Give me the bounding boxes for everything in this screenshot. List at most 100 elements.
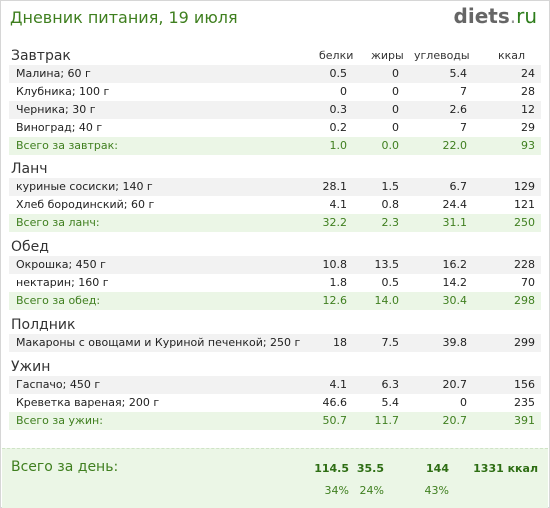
carbs-value: 2.6 bbox=[449, 103, 468, 116]
fat-value: 0 bbox=[392, 103, 399, 116]
protein-value: 32.2 bbox=[322, 216, 348, 229]
kcal-value: 391 bbox=[514, 414, 535, 427]
food-name: Гаспачо; 450 г bbox=[16, 378, 101, 391]
fat-value: 0.8 bbox=[381, 198, 400, 211]
food-row[interactable]: Макароны с овощами и Куриной печенкой; 2… bbox=[9, 334, 541, 352]
food-row[interactable]: Виноград; 40 г 0.2 0 7 29 bbox=[9, 119, 541, 137]
col-header-carbs: углеводы bbox=[414, 49, 470, 62]
protein-value: 50.7 bbox=[322, 414, 348, 427]
kcal-value: 129 bbox=[514, 180, 535, 193]
carbs-value: 30.4 bbox=[442, 294, 468, 307]
fat-value: 6.3 bbox=[381, 378, 400, 391]
fat-value: 0.5 bbox=[381, 276, 400, 289]
logo-tld: ru bbox=[516, 4, 537, 28]
food-row[interactable]: Клубника; 100 г 0 0 7 28 bbox=[9, 83, 541, 101]
carbs-value: 22.0 bbox=[442, 139, 468, 152]
protein-value: 1.0 bbox=[329, 139, 348, 152]
food-row[interactable]: Окрошка; 450 г 10.8 13.5 16.2 228 bbox=[9, 256, 541, 274]
protein-value: 0.2 bbox=[329, 121, 348, 134]
protein-value: 12.6 bbox=[322, 294, 348, 307]
food-name: Виноград; 40 г bbox=[16, 121, 103, 134]
kcal-value: 228 bbox=[514, 258, 535, 271]
kcal-value: 298 bbox=[514, 294, 535, 307]
total-label: Всего за ланч: bbox=[16, 216, 100, 229]
day-total-label: Всего за день: bbox=[11, 459, 119, 475]
kcal-value: 24 bbox=[521, 67, 535, 80]
food-row[interactable]: Хлеб бородинский; 60 г 4.1 0.8 24.4 121 bbox=[9, 196, 541, 214]
total-label: Всего за ужин: bbox=[16, 414, 103, 427]
carbs-value: 14.2 bbox=[442, 276, 468, 289]
fat-value: 1.5 bbox=[381, 180, 400, 193]
food-name: нектарин; 160 г bbox=[16, 276, 109, 289]
section-title: Полдник bbox=[11, 317, 76, 333]
site-logo[interactable]: diets.ru bbox=[454, 4, 537, 28]
carbs-value: 20.7 bbox=[442, 414, 468, 427]
food-row[interactable]: куриные сосиски; 140 г 28.1 1.5 6.7 129 bbox=[9, 178, 541, 196]
fat-value: 0 bbox=[392, 85, 399, 98]
kcal-value: 299 bbox=[514, 336, 535, 349]
food-name: Окрошка; 450 г bbox=[16, 258, 106, 271]
carbs-value: 20.7 bbox=[442, 378, 468, 391]
food-row[interactable]: нектарин; 160 г 1.8 0.5 14.2 70 bbox=[9, 274, 541, 292]
kcal-value: 156 bbox=[514, 378, 535, 391]
total-label: Всего за обед: bbox=[16, 294, 101, 307]
meal-total-row: Всего за ланч: 32.2 2.3 31.1 250 bbox=[9, 214, 541, 232]
carbs-value: 5.4 bbox=[449, 67, 468, 80]
total-label: Всего за завтрак: bbox=[16, 139, 119, 152]
meal-total-row: Всего за обед: 12.6 14.0 30.4 298 bbox=[9, 292, 541, 310]
logo-main: diets bbox=[453, 4, 510, 28]
food-row[interactable]: Черника; 30 г 0.3 0 2.6 12 bbox=[9, 101, 541, 119]
protein-value: 0 bbox=[340, 85, 347, 98]
protein-value: 46.6 bbox=[322, 396, 348, 409]
food-name: Креветка вареная; 200 г bbox=[16, 396, 160, 409]
carbs-value: 7 bbox=[460, 85, 467, 98]
header: Дневник питания, 19 июля diets.ru bbox=[1, 1, 549, 35]
fat-value: 14.0 bbox=[374, 294, 400, 307]
day-total-protein: 114.5 bbox=[314, 462, 349, 475]
day-pct-protein: 34% bbox=[324, 484, 349, 497]
fat-value: 5.4 bbox=[381, 396, 400, 409]
day-total-fat: 35.5 bbox=[356, 462, 384, 475]
food-name: Хлеб бородинский; 60 г bbox=[16, 198, 155, 211]
food-name: Черника; 30 г bbox=[16, 103, 96, 116]
food-name: Макароны с овощами и Куриной печенкой; 2… bbox=[16, 336, 301, 349]
food-row[interactable]: Малина; 60 г 0.5 0 5.4 24 bbox=[9, 65, 541, 83]
fat-value: 2.3 bbox=[381, 216, 400, 229]
food-row[interactable]: Креветка вареная; 200 г 46.6 5.4 0 235 bbox=[9, 394, 541, 412]
kcal-value: 250 bbox=[514, 216, 535, 229]
protein-value: 18 bbox=[333, 336, 347, 349]
carbs-value: 0 bbox=[460, 396, 467, 409]
protein-value: 10.8 bbox=[322, 258, 348, 271]
fat-value: 0.0 bbox=[381, 139, 400, 152]
protein-value: 0.3 bbox=[329, 103, 348, 116]
protein-value: 4.1 bbox=[329, 198, 348, 211]
carbs-value: 16.2 bbox=[442, 258, 468, 271]
kcal-value: 235 bbox=[514, 396, 535, 409]
day-total: Всего за день: 114.5 35.5 144 1331 ккал … bbox=[2, 448, 548, 508]
fat-value: 0 bbox=[392, 121, 399, 134]
food-name: куриные сосиски; 140 г bbox=[16, 180, 153, 193]
carbs-value: 7 bbox=[460, 121, 467, 134]
kcal-value: 93 bbox=[521, 139, 535, 152]
food-row[interactable]: Гаспачо; 450 г 4.1 6.3 20.7 156 bbox=[9, 376, 541, 394]
protein-value: 1.8 bbox=[329, 276, 348, 289]
fat-value: 7.5 bbox=[381, 336, 400, 349]
carbs-value: 31.1 bbox=[442, 216, 468, 229]
col-header-fat: жиры bbox=[371, 49, 404, 62]
kcal-value: 70 bbox=[521, 276, 535, 289]
protein-value: 0.5 bbox=[329, 67, 348, 80]
col-header-kcal: ккал bbox=[498, 49, 526, 62]
carbs-value: 24.4 bbox=[442, 198, 468, 211]
protein-value: 4.1 bbox=[329, 378, 348, 391]
kcal-value: 12 bbox=[521, 103, 535, 116]
day-total-kcal: 1331 ккал bbox=[473, 462, 538, 475]
protein-value: 28.1 bbox=[322, 180, 348, 193]
kcal-value: 121 bbox=[514, 198, 535, 211]
page-title: Дневник питания, 19 июля bbox=[10, 8, 238, 27]
logo-dot: . bbox=[509, 4, 517, 28]
day-pct-carbs: 43% bbox=[424, 484, 449, 497]
fat-value: 0 bbox=[392, 67, 399, 80]
food-name: Клубника; 100 г bbox=[16, 85, 110, 98]
day-pct-fat: 24% bbox=[359, 484, 384, 497]
